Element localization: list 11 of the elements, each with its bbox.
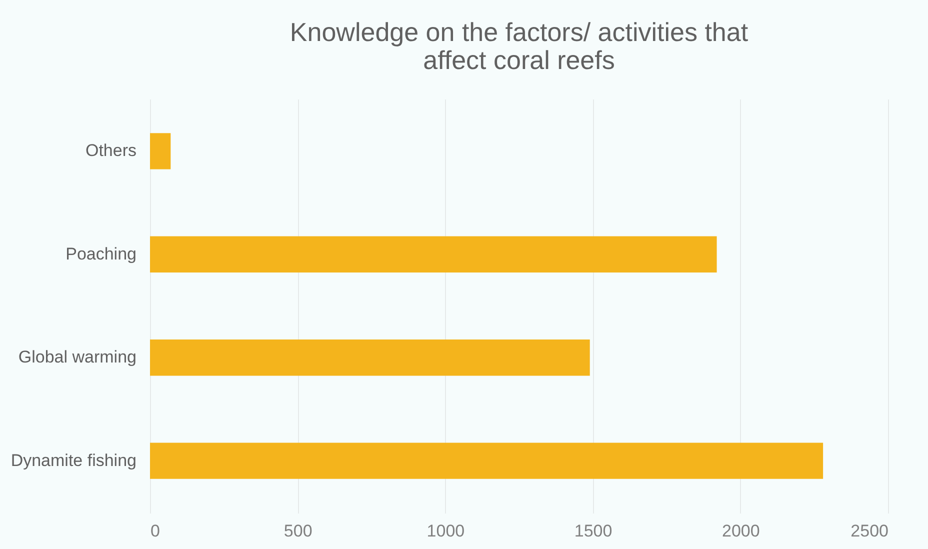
x-tick-label: 1500 (574, 522, 612, 540)
x-tick-label: 500 (284, 522, 312, 540)
x-tick-label: 1000 (426, 522, 465, 540)
y-tick-label: Dynamite fishing (10, 450, 136, 470)
y-tick-label: Poaching (66, 244, 136, 264)
x-tick-label: 2500 (850, 522, 888, 540)
x-tick-label: 0 (150, 522, 160, 540)
y-tick-label: Others (85, 141, 136, 160)
y-tick-label: Global warming (18, 348, 136, 367)
chart-title: Knowledge on the factors/ activities that affect coral reefs (290, 17, 749, 75)
x-tick-label: 2000 (722, 522, 760, 540)
